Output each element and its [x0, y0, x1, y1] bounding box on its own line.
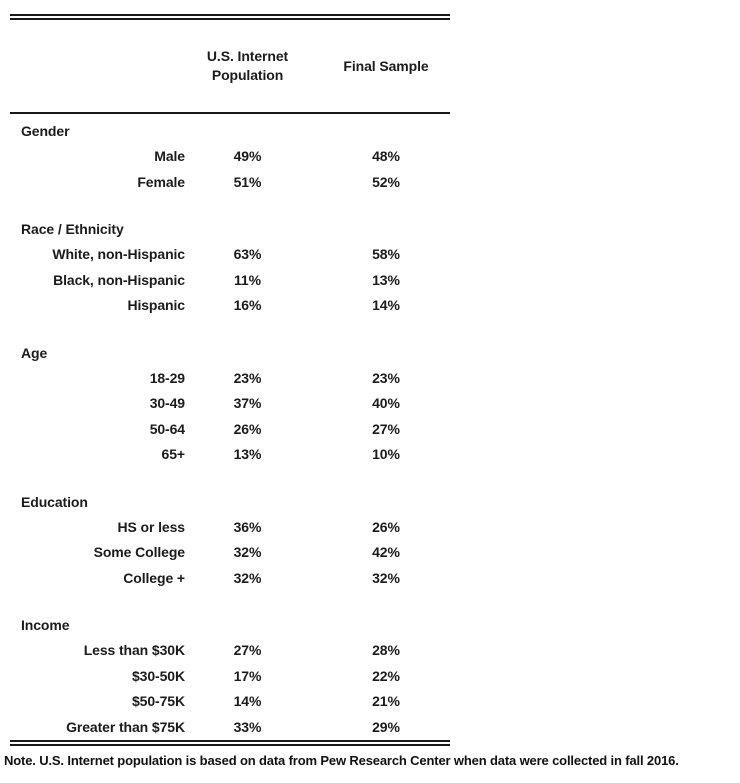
sample-value: 32%	[372, 569, 400, 586]
sample-value: 42%	[372, 544, 400, 560]
population-value: 13%	[233, 446, 262, 462]
row-label: $30-50K	[131, 667, 185, 684]
section-education: Education HS or less 36% 26% Some College 32%…	[10, 489, 450, 592]
row-label: Black, non-Hispanic	[53, 271, 185, 288]
row-label: 30-49	[149, 395, 185, 411]
table-body: Gender Male 49% 48% Female 51% 52% Race / Ethni…	[10, 118, 450, 740]
section-label: Education	[21, 493, 88, 510]
table-row: 30-49 37% 40%	[10, 391, 450, 417]
sample-value: 29%	[372, 718, 400, 735]
population-value: 27%	[233, 642, 262, 658]
population-value: 32%	[233, 569, 262, 586]
row-label: $50-75K	[131, 693, 185, 709]
row-label: Female	[137, 173, 185, 190]
bottom-double-rule	[10, 740, 450, 746]
table-note: Note. U.S. Internet population is based …	[4, 753, 679, 768]
population-value: 23%	[233, 369, 262, 386]
table-row: Male 49% 48%	[10, 144, 450, 170]
population-value: 11%	[234, 271, 261, 288]
sample-value: 13%	[372, 271, 400, 288]
sample-value: 21%	[372, 693, 400, 709]
row-label: 18-29	[149, 369, 185, 386]
sample-value: 26%	[372, 518, 400, 535]
table-row: $30-50K 17% 22%	[10, 664, 450, 690]
sample-value: 23%	[372, 369, 400, 386]
table-row: HS or less 36% 26%	[10, 515, 450, 541]
section-age: Age 18-29 23% 23% 30-49 37% 40% 50-64 26% 27% 65+ 1…	[10, 340, 450, 468]
sample-value: 28%	[372, 642, 400, 658]
population-value: 51%	[233, 173, 262, 190]
population-value: 17%	[233, 667, 262, 684]
table-row: 50-64 26% 27%	[10, 417, 450, 443]
top-double-rule	[10, 14, 450, 20]
population-value: 33%	[233, 718, 262, 735]
row-label: Less than $30K	[83, 642, 185, 658]
row-label: Some College	[93, 544, 185, 560]
sample-value: 14%	[372, 297, 400, 313]
row-label: HS or less	[117, 518, 186, 535]
demographics-table: U.S. Internet Population Final Sample Gen…	[10, 14, 450, 746]
sample-value: 58%	[372, 246, 400, 262]
population-value: 37%	[233, 395, 262, 411]
column-header-final-sample: Final Sample	[343, 57, 429, 74]
section-gender: Gender Male 49% 48% Female 51% 52%	[10, 118, 450, 195]
table-row: Black, non-Hispanic 11% 13%	[10, 268, 450, 294]
table-header-row: U.S. Internet Population Final Sample	[10, 20, 450, 112]
row-label: White, non-Hispanic	[52, 246, 185, 262]
table-row: Hispanic 16% 14%	[10, 293, 450, 319]
row-label: College +	[123, 569, 185, 586]
population-value: 63%	[233, 246, 262, 262]
table-row: Female 51% 52%	[10, 170, 450, 196]
population-value: 26%	[233, 420, 262, 437]
sample-value: 52%	[372, 173, 400, 190]
sample-value: 22%	[372, 667, 400, 684]
table-row: College + 32% 32%	[10, 566, 450, 592]
sample-value: 27%	[372, 420, 400, 437]
row-label: 50-64	[149, 420, 185, 437]
row-label: Greater than $75K	[66, 718, 185, 735]
section-label: Race / Ethnicity	[21, 221, 124, 237]
section-label: Age	[21, 344, 48, 361]
section-income: Income Less than $30K 27% 28% $30-50K 17% 22% $…	[10, 612, 450, 740]
population-value: 49%	[233, 148, 262, 164]
population-value: 32%	[233, 544, 262, 560]
table-row: $50-75K 14% 21%	[10, 689, 450, 715]
table-row: 18-29 23% 23%	[10, 366, 450, 392]
section-label: Income	[21, 617, 70, 633]
header-rule	[10, 112, 450, 114]
section-label: Gender	[21, 123, 70, 139]
table-row: Greater than $75K 33% 29%	[10, 715, 450, 741]
table-row: 65+ 13% 10%	[10, 442, 450, 468]
sample-value: 10%	[372, 446, 400, 462]
population-value: 16%	[233, 297, 262, 313]
row-label: Male	[154, 148, 185, 164]
population-value: 36%	[233, 518, 262, 535]
row-label: 65+	[161, 446, 186, 462]
table-row: White, non-Hispanic 63% 58%	[10, 242, 450, 268]
section-race-ethnicity: Race / Ethnicity White, non-Hispanic 63% 58…	[10, 216, 450, 319]
column-header-internet-population: U.S. Internet Population	[206, 48, 289, 83]
row-label: Hispanic	[127, 297, 185, 313]
population-value: 14%	[233, 693, 262, 709]
table-row: Some College 32% 42%	[10, 540, 450, 566]
sample-value: 40%	[372, 395, 400, 411]
sample-value: 48%	[372, 148, 400, 164]
table-row: Less than $30K 27% 28%	[10, 638, 450, 664]
